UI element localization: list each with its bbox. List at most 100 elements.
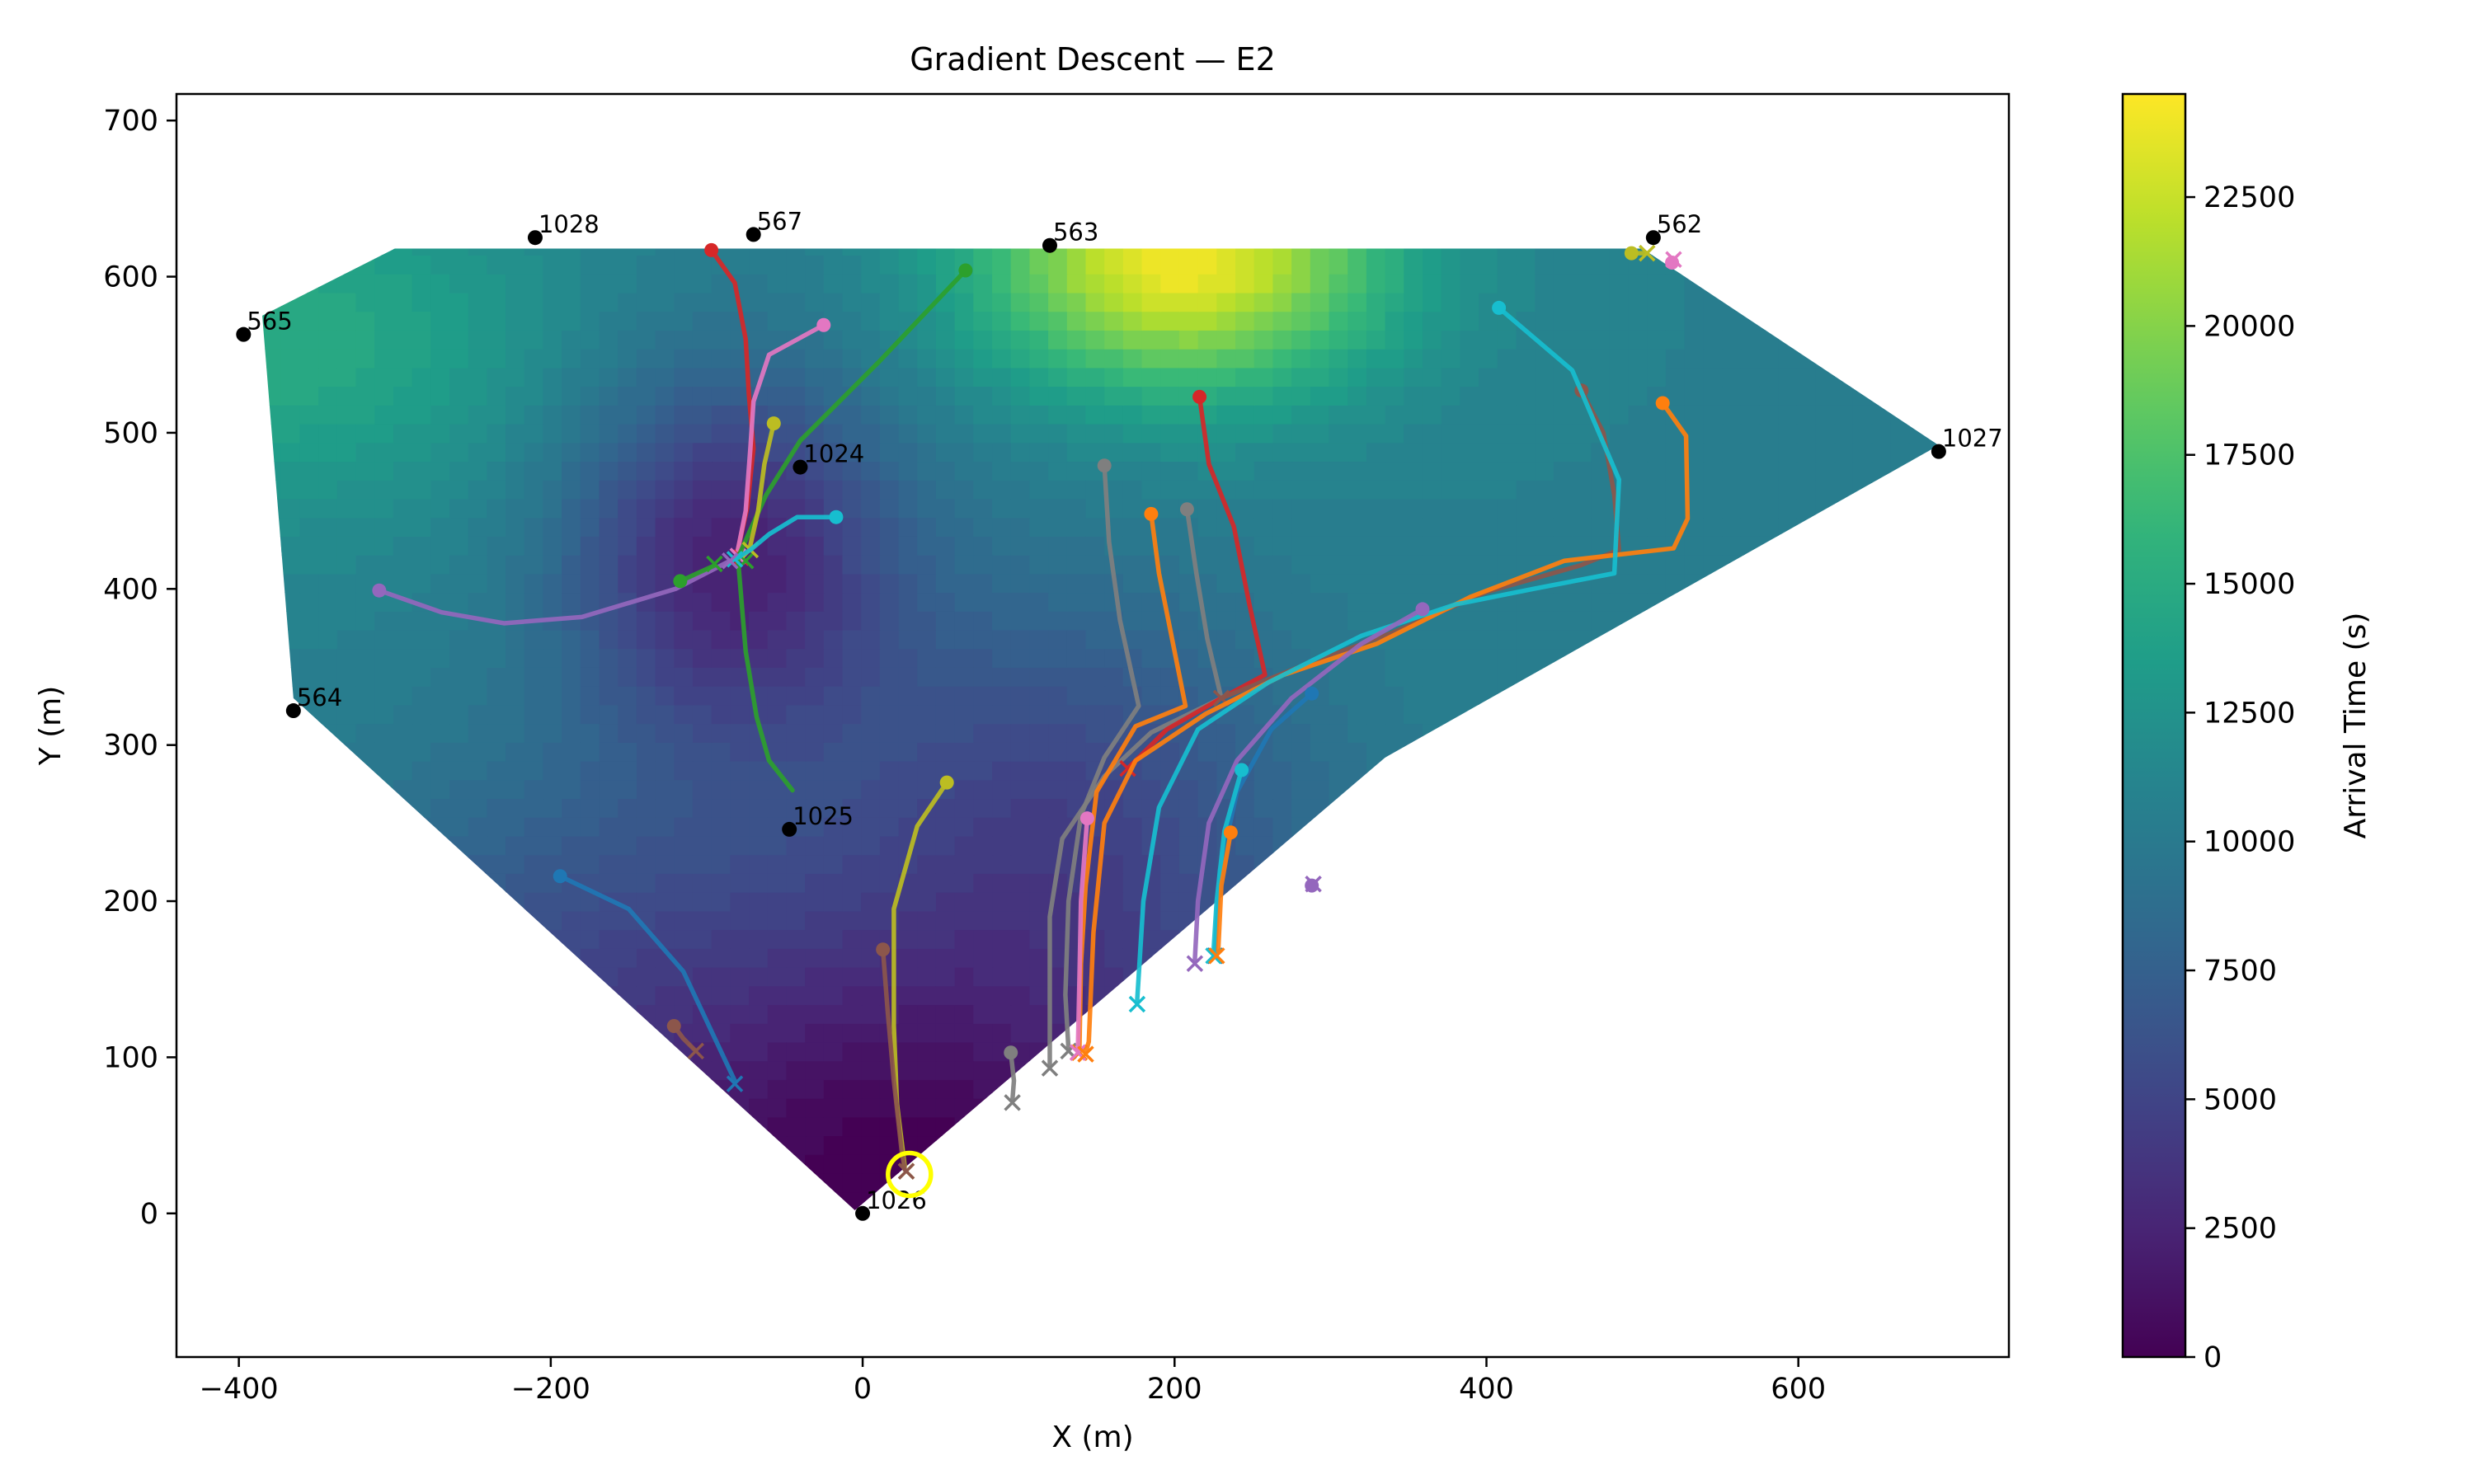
field-cell (1535, 248, 1554, 256)
field-cell (618, 292, 637, 312)
field-cell (1122, 386, 1143, 406)
field-cell (1647, 1041, 1667, 1062)
field-cell (1759, 723, 1780, 743)
field-cell (1778, 311, 1798, 331)
field-cell (1404, 854, 1423, 874)
field-cell (318, 255, 338, 275)
field-cell (524, 404, 544, 425)
field-cell (618, 947, 637, 968)
field-cell (1684, 292, 1705, 312)
field-cell (1291, 835, 1311, 856)
field-cell (262, 929, 282, 949)
field-cell (1665, 386, 1686, 406)
field-cell (1516, 248, 1536, 256)
field-cell (487, 498, 507, 519)
field-cell (1778, 798, 1798, 818)
field-cell (1815, 947, 1836, 968)
field-cell (1253, 1116, 1274, 1137)
field-cell (1366, 248, 1386, 256)
field-cell (1628, 1135, 1649, 1155)
field-cell (1310, 704, 1330, 725)
field-cell (1871, 816, 1892, 837)
field-cell (468, 666, 488, 687)
field-cell (1291, 929, 1311, 949)
field-cell (1048, 779, 1068, 800)
field-cell (879, 760, 900, 781)
field-cell (1010, 929, 1031, 949)
field-cell (543, 666, 563, 687)
field-cell (1553, 779, 1573, 800)
field-cell (355, 1172, 376, 1193)
field-cell (636, 723, 656, 743)
field-cell (1852, 966, 1873, 987)
field-cell (1122, 854, 1143, 874)
field-cell (1479, 798, 1498, 818)
field-cell (1460, 891, 1480, 912)
field-cell (861, 1135, 881, 1155)
field-cell (1441, 348, 1461, 369)
descent-path (1083, 401, 1691, 1055)
field-cell (861, 592, 881, 612)
field-cell (954, 648, 975, 668)
field-cell (1665, 273, 1686, 294)
field-cell (1535, 872, 1554, 893)
field-cell (674, 891, 694, 912)
field-cell (374, 292, 394, 312)
field-cell (1029, 760, 1050, 781)
field-cell (299, 573, 320, 594)
field-cell (1066, 760, 1087, 781)
field-cell (280, 535, 301, 556)
field-cell (1310, 1116, 1330, 1137)
field-cell (1441, 1116, 1461, 1137)
field-cell (262, 1060, 282, 1080)
colorbar-tick-label: 22500 (2204, 181, 2295, 214)
field-cell (1927, 1041, 1939, 1062)
field-cell (1310, 386, 1330, 406)
field-cell (1740, 723, 1761, 743)
field-cell (636, 760, 656, 781)
field-cell (580, 386, 600, 406)
field-cell (842, 348, 863, 369)
field-cell (805, 479, 825, 500)
field-cell (711, 273, 731, 294)
field-cell (879, 461, 900, 481)
field-cell (1740, 741, 1761, 762)
field-cell (879, 386, 900, 406)
field-cell (1441, 479, 1461, 500)
field-cell (430, 854, 450, 874)
field-cell (1927, 461, 1939, 481)
path-start-point (1144, 506, 1159, 521)
field-cell (1479, 479, 1498, 500)
field-cell (1366, 554, 1386, 575)
field-cell (655, 648, 675, 668)
field-cell (562, 573, 581, 594)
field-cell (580, 404, 600, 425)
field-cell (618, 535, 637, 556)
field-cell (749, 779, 769, 800)
field-cell (1516, 966, 1536, 987)
field-cell (749, 648, 769, 668)
field-cell (412, 610, 432, 631)
field-cell (1722, 573, 1742, 594)
field-cell (823, 1116, 844, 1137)
field-cell (786, 629, 807, 650)
field-cell (1852, 872, 1873, 893)
field-cell (1591, 1004, 1611, 1024)
field-cell (879, 648, 900, 668)
field-cell (336, 1022, 357, 1043)
field-cell (1178, 1191, 1199, 1210)
field-cell (1497, 648, 1517, 668)
field-cell (599, 929, 619, 949)
field-cell (954, 367, 975, 387)
field-cell (618, 498, 637, 519)
field-cell (430, 985, 450, 1006)
field-cell (1291, 1172, 1311, 1193)
field-cell (1104, 704, 1124, 725)
field-cell (1310, 854, 1330, 874)
field-cell (355, 1060, 376, 1080)
field-cell (468, 704, 488, 725)
field-cell (1404, 535, 1423, 556)
field-cell (1348, 872, 1367, 893)
field-cell (618, 554, 637, 575)
field-cell (1871, 554, 1892, 575)
